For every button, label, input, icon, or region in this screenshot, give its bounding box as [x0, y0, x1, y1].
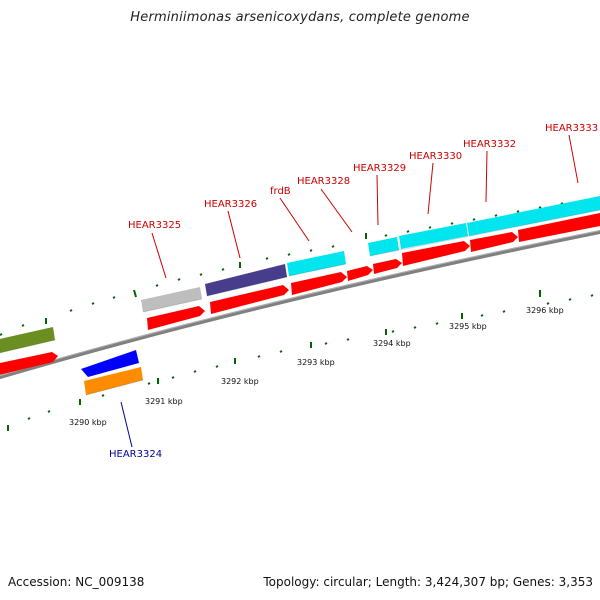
- cds-arrow[interactable]: [0, 352, 58, 376]
- cog-track-forward: [0, 195, 600, 354]
- cds-arrow[interactable]: [518, 212, 600, 242]
- kbp-label: 3290 kbp: [69, 418, 107, 427]
- cog-block[interactable]: [287, 251, 346, 276]
- genome-backbone: [0, 229, 600, 380]
- cds-arrow[interactable]: [347, 266, 373, 281]
- accession-text: Accession: NC_009138: [8, 575, 145, 589]
- gene-label-hear3328[interactable]: HEAR3328: [297, 176, 350, 187]
- gene-label-hear3330[interactable]: HEAR3330: [409, 151, 462, 162]
- cog-block[interactable]: [84, 367, 143, 395]
- cds-arrow[interactable]: [291, 272, 347, 295]
- reverse-cds-track: [81, 350, 143, 395]
- gene-labels: HEAR3324 HEAR3325 HEAR3326 frdB HEAR3328…: [109, 123, 598, 460]
- kbp-labels: 3290 kbp 3291 kbp 3292 kbp 3293 kbp 3294…: [69, 306, 564, 427]
- cog-block[interactable]: [0, 327, 55, 354]
- gene-label-hear3326[interactable]: HEAR3326: [204, 199, 257, 210]
- kbp-label: 3293 kbp: [297, 358, 335, 367]
- cog-block[interactable]: [399, 223, 468, 249]
- kbp-label: 3294 kbp: [373, 339, 411, 348]
- gene-label-frdb[interactable]: frdB: [270, 186, 291, 197]
- cog-block[interactable]: [368, 237, 399, 256]
- gene-label-hear3332[interactable]: HEAR3332: [463, 139, 516, 150]
- outer-tick-ring: [0, 202, 564, 336]
- kbp-label: 3295 kbp: [449, 322, 487, 331]
- cog-block[interactable]: [467, 195, 600, 236]
- forward-cds-track: [0, 212, 600, 376]
- map-title: Herminiimonas arsenicoxydans, complete g…: [130, 10, 470, 25]
- gene-label-hear3324[interactable]: HEAR3324: [109, 449, 162, 460]
- gene-label-hear3329[interactable]: HEAR3329: [353, 163, 406, 174]
- cds-arrow[interactable]: [81, 350, 139, 377]
- label-leaders: [120, 134, 579, 448]
- kbp-label: 3292 kbp: [221, 377, 259, 386]
- cds-arrow[interactable]: [210, 285, 289, 314]
- cds-arrow[interactable]: [147, 306, 205, 330]
- cds-arrow[interactable]: [470, 232, 518, 252]
- kbp-label: 3291 kbp: [145, 397, 183, 406]
- kbp-label: 3296 kbp: [526, 306, 564, 315]
- cog-block[interactable]: [205, 264, 287, 296]
- topology-text: Topology: circular; Length: 3,424,307 bp…: [263, 575, 593, 589]
- gene-label-hear3325[interactable]: HEAR3325: [128, 220, 181, 231]
- gene-label-hear3333[interactable]: HEAR3333: [545, 123, 598, 134]
- cog-block[interactable]: [141, 287, 202, 312]
- cds-arrow[interactable]: [373, 259, 402, 274]
- inner-tick-ring: [7, 290, 594, 431]
- cds-arrow[interactable]: [402, 241, 470, 266]
